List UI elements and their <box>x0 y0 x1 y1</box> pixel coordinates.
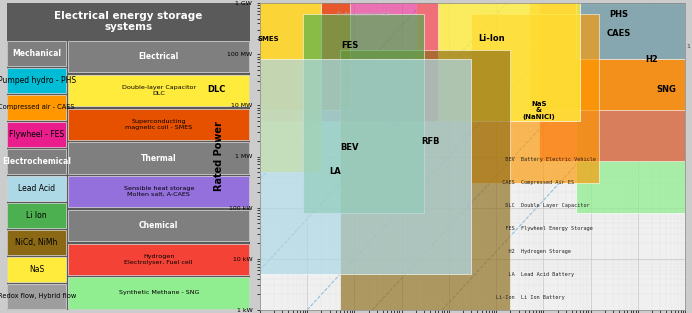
Text: Li-Ion  Li Ion Battery: Li-Ion Li Ion Battery <box>496 295 565 300</box>
Bar <box>68 210 249 241</box>
Bar <box>68 176 249 208</box>
Text: Sensible heat storage
Molten salt, A-CAES: Sensible heat storage Molten salt, A-CAE… <box>123 186 194 197</box>
Text: CAES  Compressed Air ES: CAES Compressed Air ES <box>496 180 574 184</box>
Text: Superconducting
magnetic coil - SMES: Superconducting magnetic coil - SMES <box>125 119 192 130</box>
Text: NaS
&
(NaNiCl): NaS & (NaNiCl) <box>522 101 555 120</box>
Polygon shape <box>255 0 439 121</box>
Bar <box>8 257 66 282</box>
Bar <box>8 122 66 147</box>
Bar <box>68 41 249 72</box>
Bar <box>8 68 66 93</box>
Text: DLC: DLC <box>207 85 226 95</box>
Y-axis label: Rated Power: Rated Power <box>215 121 224 192</box>
Bar <box>68 75 249 106</box>
Polygon shape <box>416 1 580 121</box>
Bar <box>68 142 249 174</box>
Text: Lead Acid: Lead Acid <box>18 184 55 193</box>
Text: BEV: BEV <box>340 143 359 152</box>
Bar <box>68 109 249 140</box>
Bar <box>8 95 66 120</box>
Bar <box>8 203 66 228</box>
Text: Electrochemical: Electrochemical <box>2 157 71 166</box>
Bar <box>8 284 66 309</box>
Text: FES  Flywheel Energy Storage: FES Flywheel Energy Storage <box>496 225 593 230</box>
Bar <box>8 230 66 255</box>
Polygon shape <box>576 5 689 213</box>
Text: Electrical energy storage
systems: Electrical energy storage systems <box>54 11 203 32</box>
Text: RFB: RFB <box>421 136 439 146</box>
Polygon shape <box>576 1 689 59</box>
Text: DLC  Double Layer Capacitor: DLC Double Layer Capacitor <box>496 203 590 208</box>
Text: Pumped hydro - PHS: Pumped hydro - PHS <box>0 76 75 85</box>
Text: LA: LA <box>329 167 341 177</box>
Text: Synthetic Methane - SNG: Synthetic Methane - SNG <box>118 290 199 295</box>
Text: NiCd, NiMh: NiCd, NiMh <box>15 238 58 247</box>
Text: Li-Ion: Li-Ion <box>478 34 505 44</box>
Bar <box>7 3 250 40</box>
Bar <box>8 149 66 174</box>
Polygon shape <box>471 14 599 183</box>
Polygon shape <box>302 14 424 213</box>
Text: H2: H2 <box>646 55 658 64</box>
Text: Chemical: Chemical <box>139 221 179 230</box>
Bar <box>68 277 249 309</box>
Polygon shape <box>140 0 321 172</box>
Text: Double-layer Capacitor
DLC: Double-layer Capacitor DLC <box>122 85 196 96</box>
Text: Hydrogen
Electrolyser, Fuel cell: Hydrogen Electrolyser, Fuel cell <box>125 254 193 265</box>
Text: Electrical: Electrical <box>138 52 179 61</box>
Polygon shape <box>188 0 350 110</box>
Bar <box>8 176 66 201</box>
Text: Flywheel - FES: Flywheel - FES <box>9 130 64 139</box>
Text: CAES: CAES <box>607 29 631 38</box>
Bar <box>8 41 66 66</box>
Bar <box>68 244 249 275</box>
Polygon shape <box>255 59 471 274</box>
Text: Compressed air - CAES: Compressed air - CAES <box>0 105 75 110</box>
Text: NaS: NaS <box>29 265 44 274</box>
Text: BEV  Battery Electric Vehicle: BEV Battery Electric Vehicle <box>496 156 596 162</box>
Text: Redox flow, Hybrid flow: Redox flow, Hybrid flow <box>0 293 76 299</box>
Polygon shape <box>340 50 510 310</box>
Text: Li Ion: Li Ion <box>26 211 47 220</box>
Text: © Fraunhofer ISE: © Fraunhofer ISE <box>336 12 390 17</box>
Polygon shape <box>539 1 689 162</box>
Text: Mechanical: Mechanical <box>12 49 61 58</box>
Text: PHS: PHS <box>610 10 628 19</box>
Polygon shape <box>529 1 689 110</box>
Text: SNG: SNG <box>656 85 676 95</box>
Text: LA  Lead Acid Battery: LA Lead Acid Battery <box>496 271 574 276</box>
Text: Thermal: Thermal <box>141 154 176 162</box>
Text: FES: FES <box>341 41 358 50</box>
Text: SMES: SMES <box>257 36 279 42</box>
Text: 1 m: 1 m <box>686 44 692 49</box>
Text: H2  Hydrogen Storage: H2 Hydrogen Storage <box>496 249 571 254</box>
